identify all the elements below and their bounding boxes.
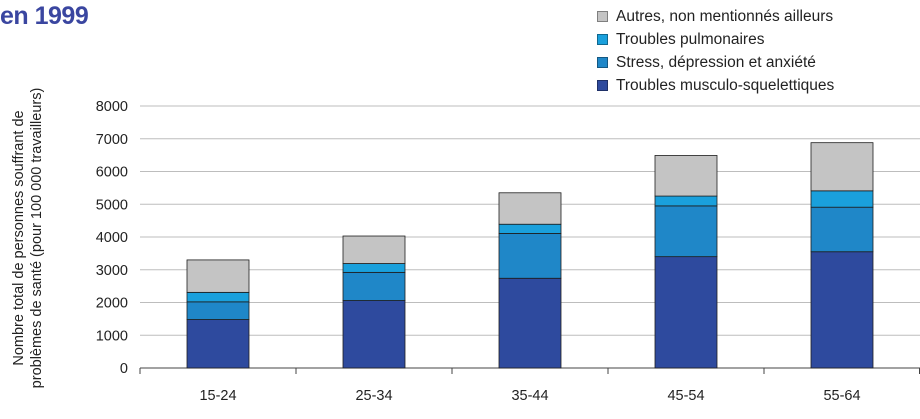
legend-label: Autres, non mentionnés ailleurs <box>616 7 834 25</box>
legend: Autres, non mentionnés ailleurs Troubles … <box>597 5 834 97</box>
x-tick-label: 15-24 <box>199 388 236 404</box>
bar-segment <box>654 205 718 258</box>
legend-item: Troubles musculo-squelettiques <box>597 74 834 97</box>
bar-segment <box>654 256 718 369</box>
bar-segment <box>186 301 250 320</box>
legend-label: Troubles musculo-squelettiques <box>616 76 835 94</box>
bar-segment <box>186 319 250 369</box>
bar-segment <box>810 142 874 192</box>
y-tick-label: 3000 <box>96 263 128 279</box>
bar-segment <box>810 206 874 253</box>
legend-swatch <box>597 11 608 22</box>
y-tick-label: 4000 <box>96 230 128 246</box>
bar-segment <box>342 271 406 301</box>
y-tick-label: 7000 <box>96 132 128 148</box>
y-tick-label: 8000 <box>96 99 128 115</box>
y-tick-label: 1000 <box>96 328 128 344</box>
bar-segment <box>654 155 718 197</box>
bar-segment <box>498 277 562 369</box>
y-tick-label: 0 <box>120 361 128 377</box>
bar-segment <box>186 259 250 293</box>
bar-segment <box>498 232 562 279</box>
y-tick-label: 2000 <box>96 296 128 312</box>
legend-item: Troubles pulmonaires <box>597 28 834 51</box>
bar-segment <box>342 235 406 264</box>
legend-swatch <box>597 57 608 68</box>
bar-segment <box>810 251 874 369</box>
x-tick-label: 45-54 <box>667 388 704 404</box>
legend-label: Stress, dépression et anxiété <box>616 53 816 71</box>
bar-segment <box>342 300 406 369</box>
bar-segment <box>342 263 406 273</box>
legend-item: Autres, non mentionnés ailleurs <box>597 5 834 28</box>
legend-item: Stress, dépression et anxiété <box>597 51 834 74</box>
bar-segment <box>186 291 250 303</box>
x-tick-label: 55-64 <box>823 388 860 404</box>
y-tick-label: 6000 <box>96 165 128 181</box>
x-tick-label: 35-44 <box>511 388 548 404</box>
legend-swatch <box>597 80 608 91</box>
x-tick-label: 25-34 <box>355 388 392 404</box>
y-tick-label: 5000 <box>96 197 128 213</box>
legend-swatch <box>597 34 608 45</box>
bar-segment <box>810 190 874 208</box>
bar-segment <box>498 223 562 234</box>
bar-segment <box>654 195 718 207</box>
bar-segment <box>498 192 562 225</box>
legend-label: Troubles pulmonaires <box>616 30 765 48</box>
chart-title: en 1999 <box>0 2 89 30</box>
